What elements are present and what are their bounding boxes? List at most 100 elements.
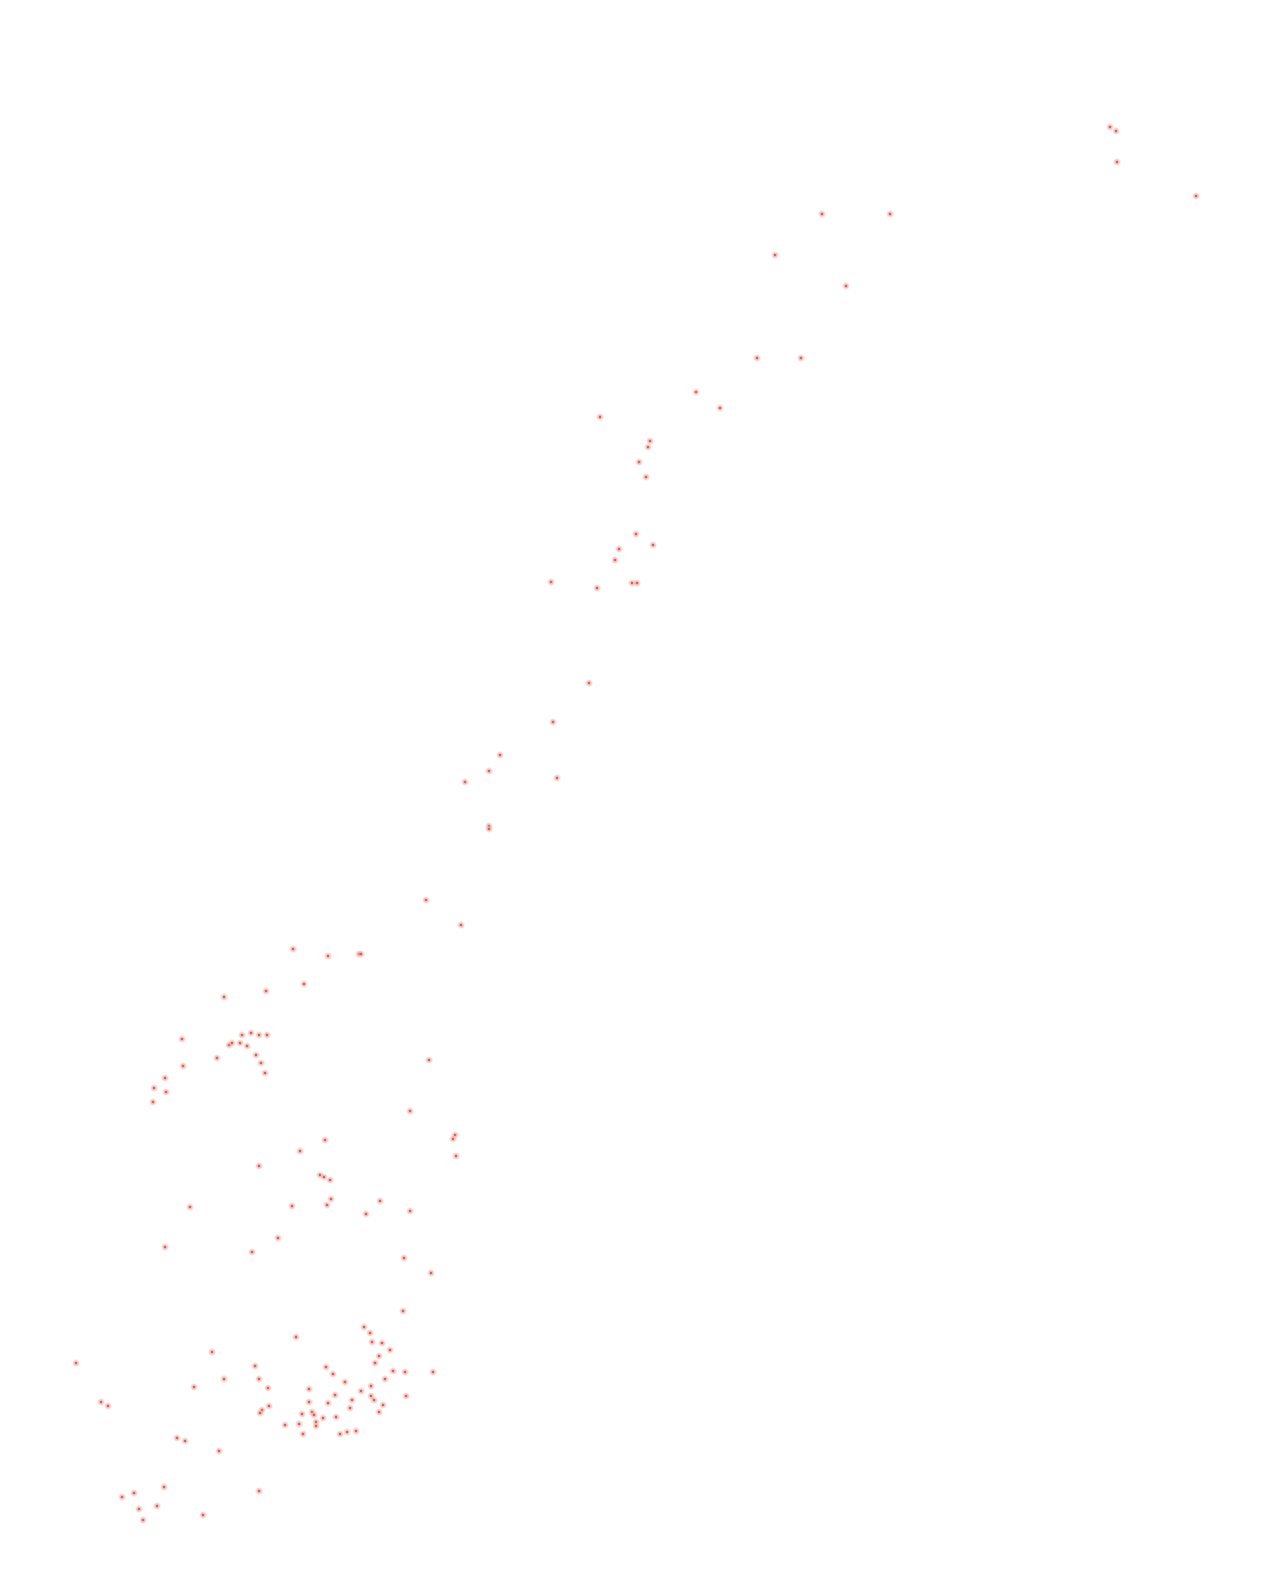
location-marker[interactable] xyxy=(584,678,594,688)
location-marker[interactable] xyxy=(304,1384,314,1394)
location-marker[interactable] xyxy=(320,1135,330,1145)
location-marker[interactable] xyxy=(796,353,806,363)
location-marker[interactable] xyxy=(254,1030,264,1040)
location-marker[interactable] xyxy=(178,1061,188,1071)
location-marker[interactable] xyxy=(752,353,762,363)
location-marker[interactable] xyxy=(129,1488,139,1498)
location-marker[interactable] xyxy=(347,1395,357,1405)
location-marker[interactable] xyxy=(340,1377,350,1387)
location-marker[interactable] xyxy=(161,1087,171,1097)
location-marker[interactable] xyxy=(160,1073,170,1083)
location-marker[interactable] xyxy=(254,1374,264,1384)
location-marker[interactable] xyxy=(280,1420,290,1430)
location-marker[interactable] xyxy=(426,1268,436,1278)
location-marker[interactable] xyxy=(212,1053,222,1063)
location-marker[interactable] xyxy=(1191,191,1201,201)
location-marker[interactable] xyxy=(288,944,298,954)
location-marker[interactable] xyxy=(219,992,229,1002)
location-marker[interactable] xyxy=(378,1400,388,1410)
location-marker[interactable] xyxy=(424,1055,434,1065)
location-marker[interactable] xyxy=(631,529,641,539)
location-marker[interactable] xyxy=(326,1194,336,1204)
location-marker[interactable] xyxy=(367,1337,377,1347)
location-marker[interactable] xyxy=(374,1407,384,1417)
location-marker[interactable] xyxy=(235,1038,245,1048)
location-marker[interactable] xyxy=(294,1419,304,1429)
location-marker[interactable] xyxy=(247,1247,257,1257)
location-marker[interactable] xyxy=(291,1332,301,1342)
location-marker[interactable] xyxy=(177,1034,187,1044)
location-marker[interactable] xyxy=(377,1338,387,1348)
location-marker[interactable] xyxy=(398,1306,408,1316)
location-marker[interactable] xyxy=(365,1328,375,1338)
location-marker[interactable] xyxy=(356,1386,366,1396)
location-marker[interactable] xyxy=(309,1410,319,1420)
location-marker[interactable] xyxy=(214,1446,224,1456)
location-marker[interactable] xyxy=(251,1050,261,1060)
location-marker[interactable] xyxy=(297,1409,307,1419)
location-marker[interactable] xyxy=(715,403,725,413)
location-marker[interactable] xyxy=(817,209,827,219)
location-marker[interactable] xyxy=(298,1429,308,1439)
location-marker[interactable] xyxy=(227,1038,237,1048)
location-marker[interactable] xyxy=(484,766,494,776)
location-marker[interactable] xyxy=(356,949,366,959)
location-marker[interactable] xyxy=(219,1374,229,1384)
location-marker[interactable] xyxy=(304,1397,314,1407)
location-marker[interactable] xyxy=(388,1366,398,1376)
location-marker[interactable] xyxy=(405,1106,415,1116)
location-marker[interactable] xyxy=(400,1367,410,1377)
location-marker[interactable] xyxy=(242,1041,252,1051)
location-marker[interactable] xyxy=(323,951,333,961)
location-marker[interactable] xyxy=(691,387,701,397)
location-marker[interactable] xyxy=(331,1412,341,1422)
location-marker[interactable] xyxy=(428,1367,438,1377)
location-marker[interactable] xyxy=(189,1382,199,1392)
location-marker[interactable] xyxy=(261,986,271,996)
location-marker[interactable] xyxy=(325,1175,335,1185)
location-marker[interactable] xyxy=(254,1486,264,1496)
location-marker[interactable] xyxy=(159,1482,169,1492)
location-marker[interactable] xyxy=(117,1492,127,1502)
location-marker[interactable] xyxy=(321,1362,331,1372)
location-marker[interactable] xyxy=(1112,157,1122,167)
location-marker[interactable] xyxy=(405,1206,415,1216)
location-marker[interactable] xyxy=(250,1361,260,1371)
location-marker[interactable] xyxy=(256,1058,266,1068)
location-marker[interactable] xyxy=(351,1426,361,1436)
location-marker[interactable] xyxy=(421,895,431,905)
location-marker[interactable] xyxy=(311,1421,321,1431)
location-marker[interactable] xyxy=(263,1383,273,1393)
location-marker[interactable] xyxy=(345,1403,355,1413)
location-marker[interactable] xyxy=(614,544,624,554)
location-marker[interactable] xyxy=(610,555,620,565)
location-marker[interactable] xyxy=(264,1401,274,1411)
location-marker[interactable] xyxy=(103,1401,113,1411)
location-marker[interactable] xyxy=(322,1200,332,1210)
location-marker[interactable] xyxy=(484,824,494,834)
location-marker[interactable] xyxy=(548,717,558,727)
location-marker[interactable] xyxy=(138,1515,148,1525)
location-marker[interactable] xyxy=(595,412,605,422)
location-marker[interactable] xyxy=(149,1083,159,1093)
location-marker[interactable] xyxy=(369,1395,379,1405)
location-marker[interactable] xyxy=(451,1151,461,1161)
location-marker[interactable] xyxy=(592,583,602,593)
location-marker[interactable] xyxy=(172,1433,182,1443)
location-marker[interactable] xyxy=(366,1381,376,1391)
location-marker[interactable] xyxy=(180,1436,190,1446)
location-marker[interactable] xyxy=(335,1429,345,1439)
location-marker[interactable] xyxy=(401,1391,411,1401)
location-marker[interactable] xyxy=(295,1146,305,1156)
location-marker[interactable] xyxy=(299,979,309,989)
location-marker[interactable] xyxy=(330,1390,340,1400)
location-marker[interactable] xyxy=(632,578,642,588)
location-marker[interactable] xyxy=(448,1134,458,1144)
location-marker[interactable] xyxy=(318,1413,328,1423)
location-marker[interactable] xyxy=(648,540,658,550)
location-marker[interactable] xyxy=(1105,122,1115,132)
location-marker[interactable] xyxy=(262,1030,272,1040)
location-marker[interactable] xyxy=(374,1351,384,1361)
location-marker[interactable] xyxy=(328,1369,338,1379)
